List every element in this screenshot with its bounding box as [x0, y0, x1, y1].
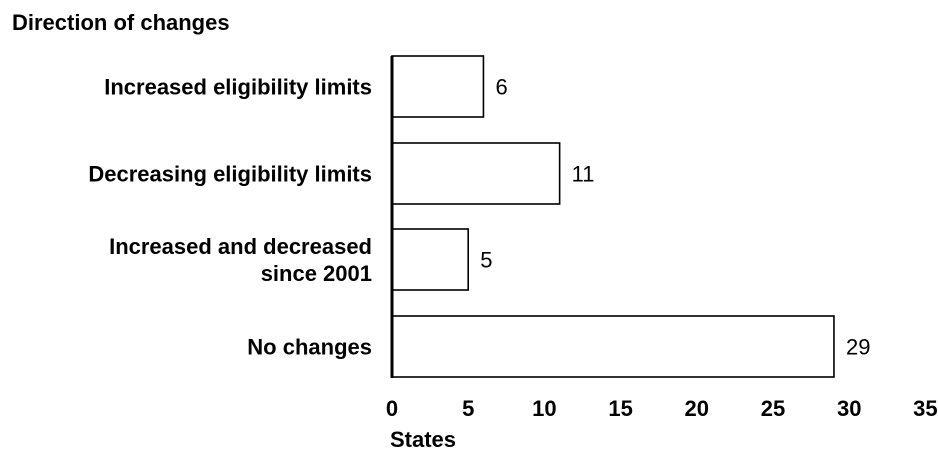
x-ticks-group: 0 5 10 15 20 25 30 35 [386, 396, 938, 421]
x-tick-label-5: 5 [462, 396, 474, 421]
x-tick-label-15: 15 [608, 396, 632, 421]
x-tick-label-20: 20 [685, 396, 709, 421]
category-label-2-line-1: since 2001 [261, 261, 372, 286]
bar-value-label-3: 29 [846, 335, 870, 360]
category-label-1: Decreasing eligibility limits [88, 162, 372, 187]
bar-value-label-1: 11 [572, 162, 595, 187]
x-tick-label-0: 0 [386, 396, 398, 421]
bar-value-label-0: 6 [495, 75, 507, 100]
category-label-3: No changes [247, 335, 372, 360]
bars-group: 6 Increased eligibility limits 11 Decreasin… [88, 55, 870, 378]
bar-3 [391, 315, 835, 378]
x-axis-title: States [390, 427, 456, 452]
category-label-0: Increased eligibility limits [104, 75, 372, 100]
bar-1 [391, 142, 561, 205]
bar-0 [391, 55, 485, 118]
x-tick-label-35: 35 [913, 396, 937, 421]
bar-2 [391, 228, 469, 291]
x-tick-label-25: 25 [761, 396, 785, 421]
category-label-2-line-0: Increased and decreased [109, 234, 372, 259]
y-axis-title: Direction of changes [12, 10, 230, 35]
x-tick-label-10: 10 [532, 396, 556, 421]
x-tick-label-30: 30 [837, 396, 861, 421]
bar-value-label-2: 5 [480, 248, 492, 273]
